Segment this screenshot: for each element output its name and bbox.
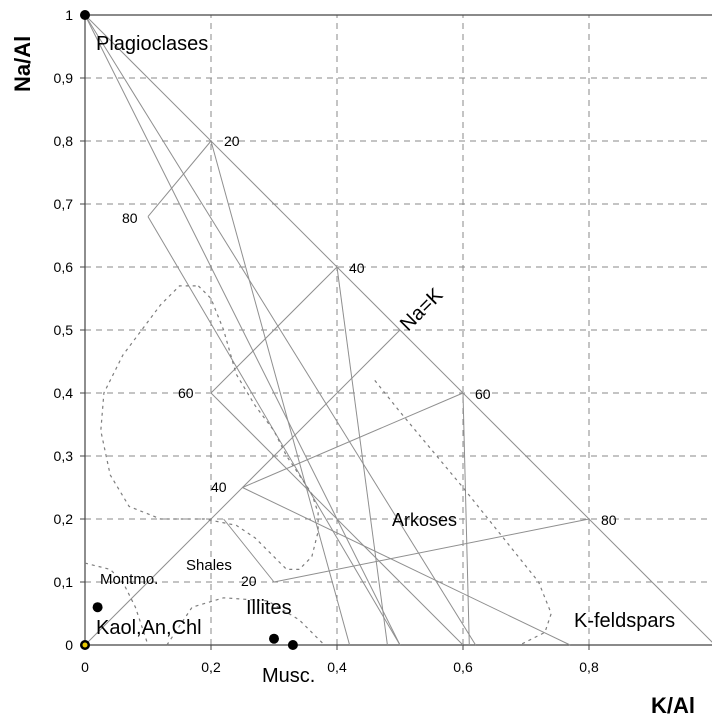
y-tick-label: 0,3 xyxy=(54,448,74,464)
y-tick-label: 0,1 xyxy=(54,574,74,590)
point-marker xyxy=(80,10,90,20)
x-axis-title: K/Al xyxy=(651,693,695,718)
y-tick-label: 0,6 xyxy=(54,259,74,275)
y-tick-label: 0,2 xyxy=(54,511,74,527)
y-tick-label: 0,8 xyxy=(54,133,74,149)
label-musc: Musc. xyxy=(262,665,315,687)
construction-line xyxy=(147,216,401,646)
scale-label-20-top: 20 xyxy=(224,133,240,149)
tick-labels: 0 0,1 0,2 0,3 0,4 0,5 0,6 0,7 0,8 0,9 1 0 0,2 0,4 0,6 0… xyxy=(54,7,712,675)
construction-line xyxy=(210,392,464,646)
x-tick-label: 0,6 xyxy=(453,659,473,675)
label-arkoses: Arkoses xyxy=(392,510,457,530)
point-marker xyxy=(269,633,279,644)
y-tick-label: 0,7 xyxy=(54,196,74,212)
scale-label-40-top: 40 xyxy=(349,260,365,276)
field-outlines xyxy=(84,285,552,646)
label-na-eq-k: Na=K xyxy=(396,284,448,336)
scale-label-60-right: 60 xyxy=(475,386,491,402)
y-tick-label: 0,4 xyxy=(54,385,74,401)
construction-line xyxy=(84,14,477,646)
construction-line xyxy=(223,518,275,583)
chart-annotations: Plagioclases Montmo. Kaol,An,Chl Illites… xyxy=(96,33,675,687)
x-tick-label: 0,8 xyxy=(579,659,599,675)
field-outline xyxy=(374,380,552,646)
axis-frame xyxy=(80,14,712,650)
scale-label-60-left: 60 xyxy=(178,385,194,401)
scale-label-80-left: 80 xyxy=(122,210,138,226)
x-tick-label: 0,2 xyxy=(201,659,221,675)
scale-label-20-left: 20 xyxy=(241,573,257,589)
field-outline xyxy=(84,562,149,646)
construction-line xyxy=(210,140,351,646)
construction-line xyxy=(84,14,401,646)
construction-line xyxy=(242,392,464,488)
scale-label-40-left: 40 xyxy=(211,479,227,495)
x-tick-label: 0,4 xyxy=(327,659,347,675)
y-tick-label: 0 xyxy=(65,637,73,653)
label-shales: Shales xyxy=(186,557,232,574)
scale-label-80-right: 80 xyxy=(601,512,617,528)
label-kaol-an-chl: Kaol,An,Chl xyxy=(96,617,202,639)
point-marker xyxy=(287,640,298,650)
construction-line xyxy=(210,266,338,394)
label-montmo: Montmo. xyxy=(100,571,158,588)
x-tick-label: 0 xyxy=(81,659,89,675)
field-outline xyxy=(166,597,325,646)
label-illites: Illites xyxy=(246,597,292,619)
construction-line xyxy=(147,140,212,217)
label-k-feldspars: K-feldspars xyxy=(574,610,675,632)
label-plagioclases: Plagioclases xyxy=(96,33,208,55)
data-points xyxy=(80,10,298,650)
construction-line xyxy=(242,487,571,646)
construction-line xyxy=(273,518,590,583)
point-marker xyxy=(92,602,103,613)
construction-line xyxy=(336,266,388,646)
y-tick-label: 0,5 xyxy=(54,322,74,338)
y-tick-label: 0,9 xyxy=(54,70,74,86)
origin-marker xyxy=(82,642,88,648)
construction-line xyxy=(462,392,470,646)
y-axis-title: Na/Al xyxy=(10,36,35,92)
y-tick-label: 1 xyxy=(65,7,73,23)
field-outline xyxy=(100,285,319,570)
reference-lines xyxy=(84,14,712,646)
